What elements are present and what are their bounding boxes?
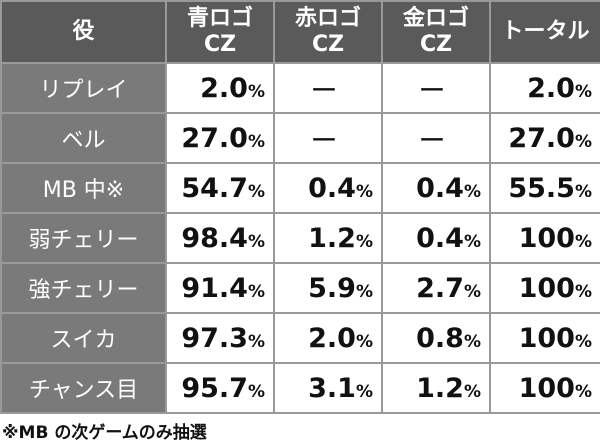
unit: %: [463, 231, 481, 252]
unit: %: [355, 381, 373, 402]
value-cell: 2.0%: [165, 62, 275, 114]
unit: %: [574, 331, 592, 352]
value-cell: 95.7%: [165, 362, 275, 414]
value-cell: 100%: [489, 212, 600, 264]
value-cell: 1.2%: [381, 362, 491, 414]
unit: %: [355, 181, 373, 202]
value-cell: 1.2%: [273, 212, 383, 264]
table-row: スイカ 97.3% 2.0% 0.8% 100%: [0, 312, 600, 364]
value-cell: 100%: [489, 362, 600, 414]
table-row: ベル 27.0% ーー 27.0%: [0, 112, 600, 164]
value-cell: 0.8%: [381, 312, 491, 364]
unit: %: [355, 331, 373, 352]
unit: %: [574, 81, 592, 102]
value-cell: 2.0%: [273, 312, 383, 364]
header-text: 役: [72, 19, 95, 44]
table-body: リプレイ 2.0% ーー 2.0% ベル 27.0% ーー 27.0% MB 中※ 54.7% 0.…: [0, 62, 600, 414]
header-cell: 金ロゴ CZ: [381, 0, 491, 64]
value-cell: 2.7%: [381, 262, 491, 314]
table-row: MB 中※ 54.7% 0.4% 0.4% 55.5%: [0, 162, 600, 214]
value-cell: ー: [381, 62, 491, 114]
unit: %: [574, 181, 592, 202]
header-row: 役青ロゴ CZ 赤ロゴ CZ 金ロゴ CZ トータル: [0, 0, 600, 64]
header-text: CZ: [203, 32, 237, 57]
value-cell: 98.4%: [165, 212, 275, 264]
row-label: 強チェリー: [0, 262, 167, 314]
unit: %: [247, 381, 265, 402]
header-text: 赤ロゴ: [294, 6, 361, 31]
unit: %: [247, 281, 265, 302]
value-cell: 27.0%: [489, 112, 600, 164]
unit: %: [574, 231, 592, 252]
value-cell: 3.1%: [273, 362, 383, 414]
footnote: ※MB の次ゲームのみ抽選: [2, 423, 207, 443]
table-row: 強チェリー 91.4% 5.9% 2.7% 100%: [0, 262, 600, 314]
unit: %: [463, 281, 481, 302]
value-cell: 0.4%: [381, 212, 491, 264]
value-cell: 2.0%: [489, 62, 600, 114]
value-cell: ー: [273, 112, 383, 164]
value-cell: 27.0%: [165, 112, 275, 164]
value-cell: ー: [273, 62, 383, 114]
value-cell: 0.4%: [381, 162, 491, 214]
header-cell: トータル: [489, 0, 600, 64]
row-label: MB 中※: [0, 162, 167, 214]
unit: %: [574, 381, 592, 402]
unit: %: [574, 281, 592, 302]
row-label: チャンス目: [0, 362, 167, 414]
unit: %: [247, 331, 265, 352]
value-cell: 100%: [489, 262, 600, 314]
header-cell: 役: [0, 0, 167, 64]
header-text: トータル: [501, 19, 590, 44]
unit: %: [355, 231, 373, 252]
unit: %: [463, 181, 481, 202]
header-text: CZ: [419, 32, 453, 57]
value-cell: 97.3%: [165, 312, 275, 364]
row-label: スイカ: [0, 312, 167, 364]
value-cell: 5.9%: [273, 262, 383, 314]
header-cell: 赤ロゴ CZ: [273, 0, 383, 64]
table-row: 弱チェリー 98.4% 1.2% 0.4% 100%: [0, 212, 600, 264]
row-label: 弱チェリー: [0, 212, 167, 264]
unit: %: [247, 81, 265, 102]
unit: %: [463, 331, 481, 352]
header-text: CZ: [311, 32, 345, 57]
value-cell: ー: [381, 112, 491, 164]
unit: %: [574, 131, 592, 152]
value-cell: 100%: [489, 312, 600, 364]
header-cell: 青ロゴ CZ: [165, 0, 275, 64]
value-cell: 55.5%: [489, 162, 600, 214]
unit: %: [247, 231, 265, 252]
header-text: 金ロゴ: [402, 6, 469, 31]
table-row: リプレイ 2.0% ーー 2.0%: [0, 62, 600, 114]
value-cell: 91.4%: [165, 262, 275, 314]
value-cell: 54.7%: [165, 162, 275, 214]
row-label: リプレイ: [0, 62, 167, 114]
table-row: チャンス目 95.7% 3.1% 1.2% 100%: [0, 362, 600, 414]
rate-table: 役青ロゴ CZ 赤ロゴ CZ 金ロゴ CZ トータル リプレイ 2.0% ーー 2.0% ベル 27.…: [0, 0, 600, 414]
unit: %: [247, 181, 265, 202]
unit: %: [355, 281, 373, 302]
unit: %: [247, 131, 265, 152]
value-cell: 0.4%: [273, 162, 383, 214]
header-text: 青ロゴ: [186, 6, 253, 31]
unit: %: [463, 381, 481, 402]
row-label: ベル: [0, 112, 167, 164]
